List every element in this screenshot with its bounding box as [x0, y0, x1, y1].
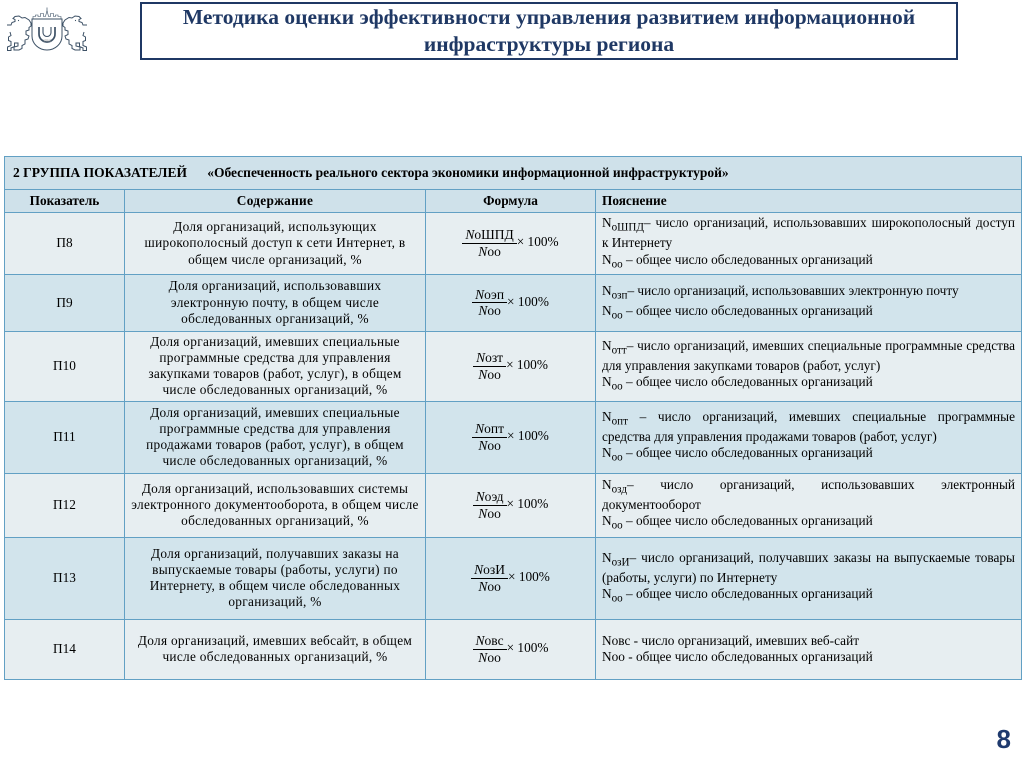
- svg-text:1963: 1963: [43, 38, 51, 43]
